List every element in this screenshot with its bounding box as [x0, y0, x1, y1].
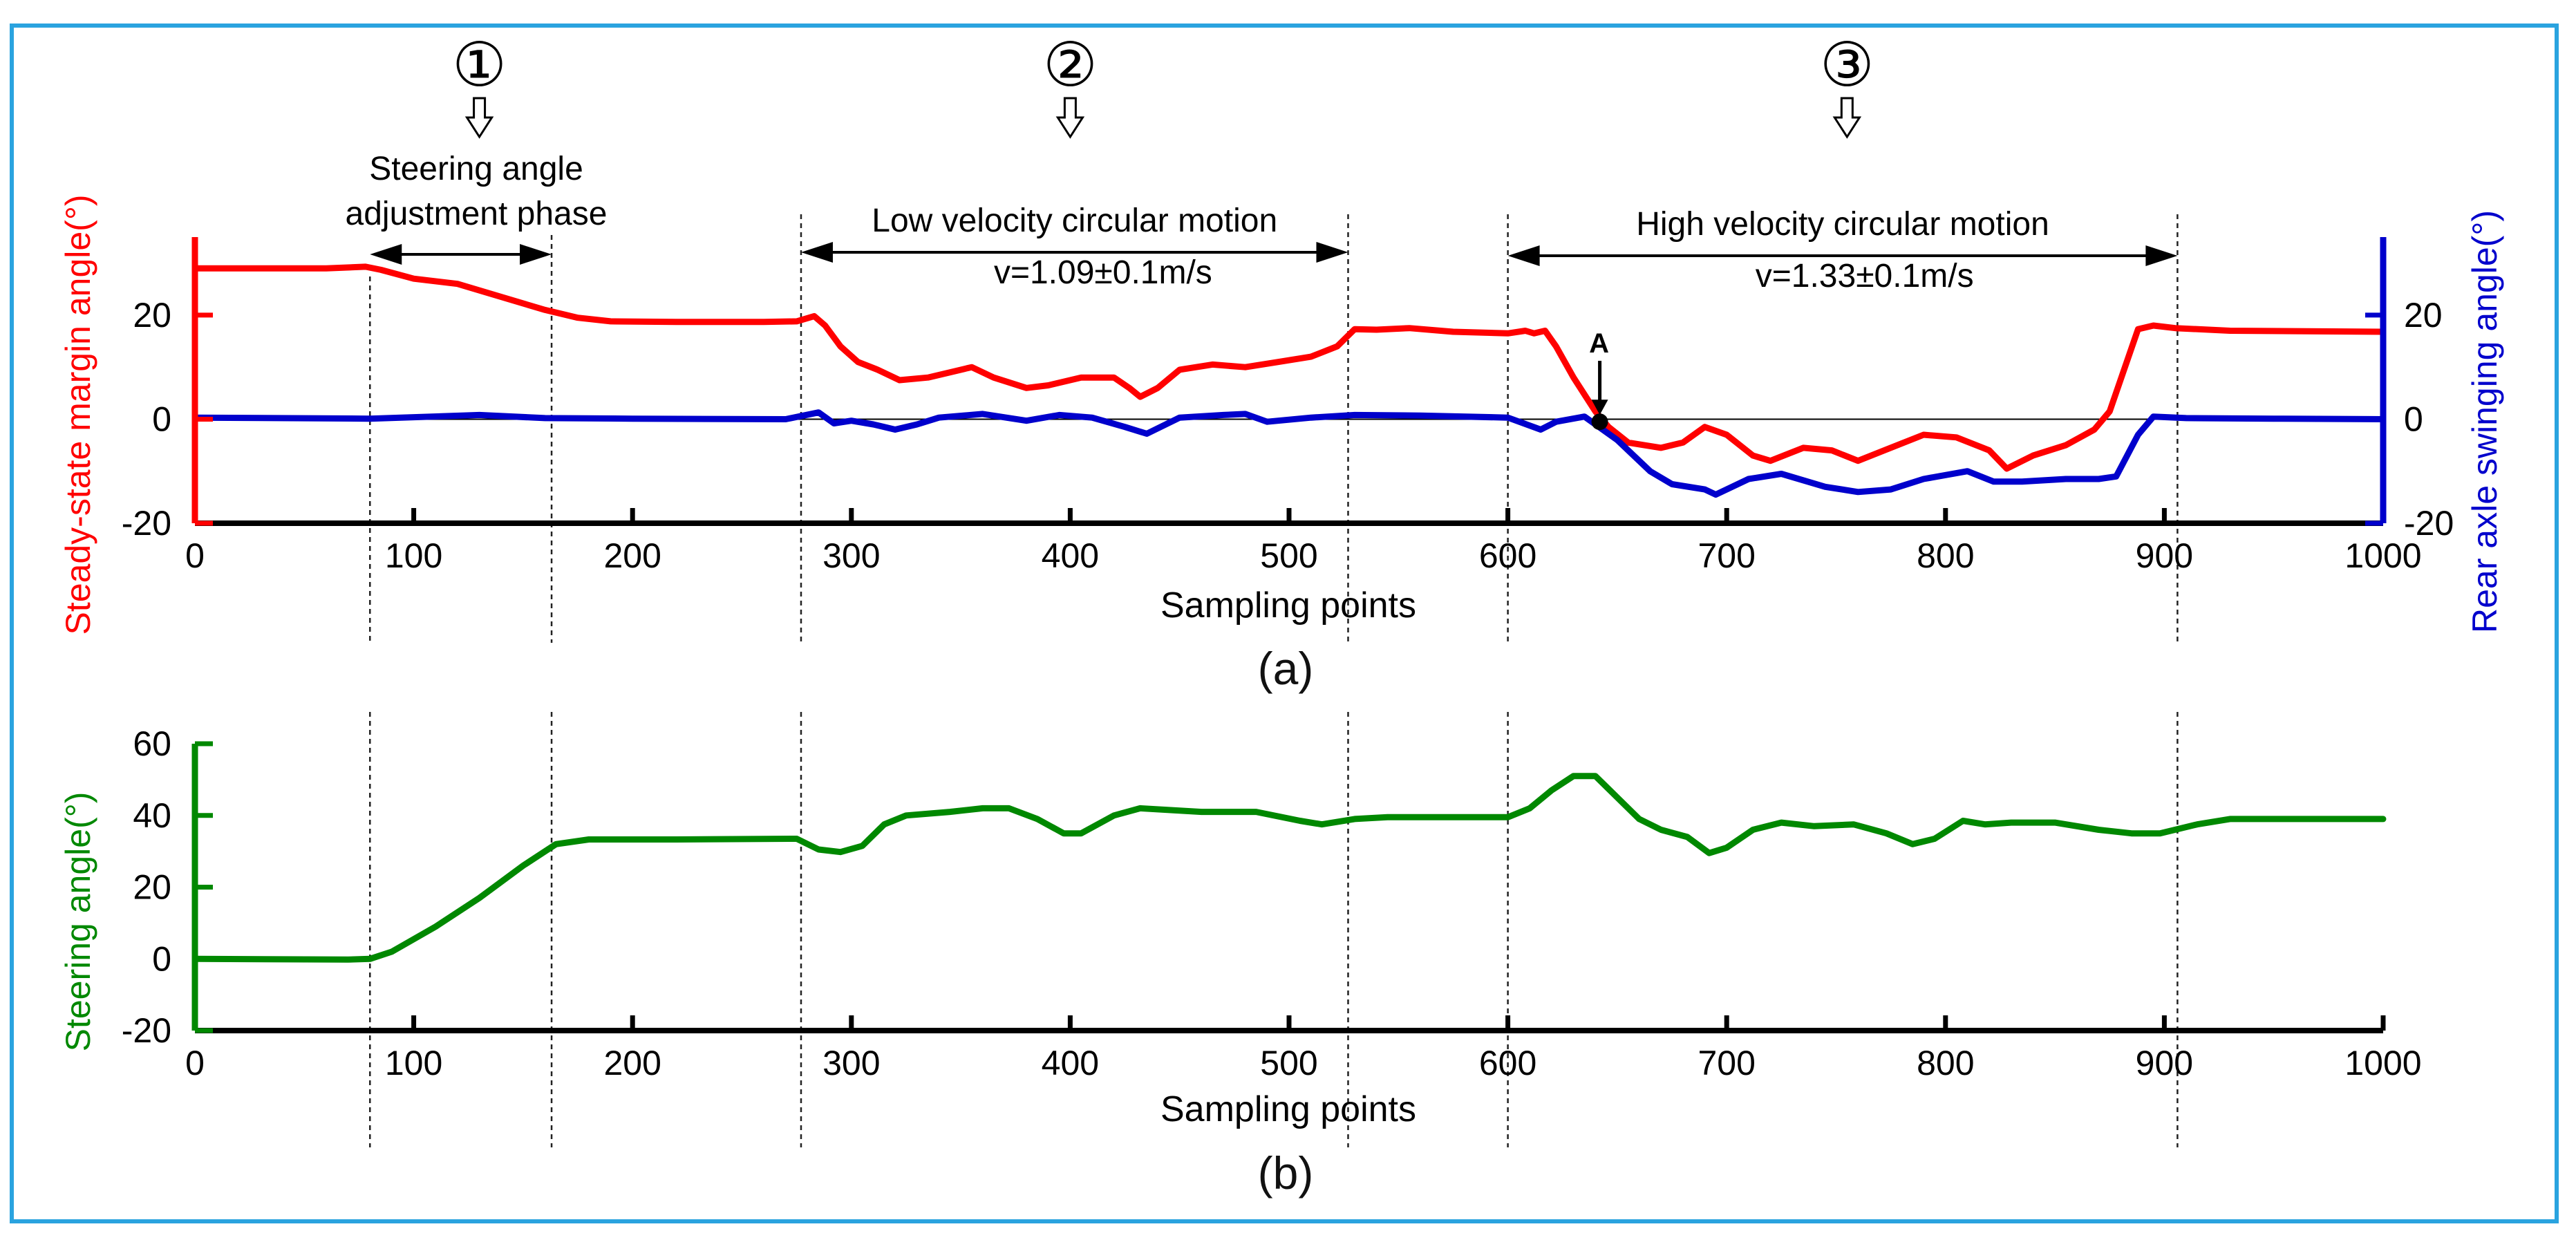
phase-label-line1: Steering angle [369, 151, 583, 187]
left-y-tick-label: 0 [152, 939, 171, 978]
phase-label-line1: Low velocity circular motion [872, 203, 1277, 239]
x-tick-label: 200 [603, 536, 661, 575]
left-y-axis-label: Steady-state margin angle(°) [59, 195, 97, 635]
annotation-arrow-head-icon [1591, 400, 1608, 415]
x-tick-label: 1000 [2344, 536, 2421, 575]
phase-annotations: ① ② ③ Steering angle adjustment phase Low vel… [346, 30, 2178, 431]
x-tick-label: 900 [2136, 1044, 2193, 1082]
phase-label-line2: adjustment phase [346, 196, 608, 232]
right-y-tick-label: 0 [2404, 400, 2423, 438]
steering-angle-line [191, 773, 2387, 963]
panel-a: 0 100 200 300 400 500 600 700 800 900 1000Sampling… [59, 195, 2504, 635]
x-tick-label: 800 [1917, 536, 1974, 575]
left-y-tick-label: 40 [133, 796, 171, 835]
rear-axle-swinging-angle-line [191, 409, 2387, 498]
caption-b: (b) [1258, 1147, 1314, 1199]
x-tick-label: 400 [1042, 536, 1099, 575]
left-y-tick-label: 0 [152, 400, 171, 438]
phase-span-arrow-left-head-icon [800, 242, 833, 263]
x-tick-label: 100 [385, 536, 442, 575]
right-y-tick-label: -20 [2404, 504, 2454, 543]
left-y-axis-label: Steering angle(°) [59, 792, 97, 1052]
x-tick-label: 500 [1260, 1044, 1317, 1082]
phase-label-line1: High velocity circular motion [1636, 206, 2049, 243]
x-axis-label: Sampling points [1160, 585, 1416, 626]
figure-frame [10, 24, 2559, 1223]
phase-down-arrow-icon [464, 97, 494, 139]
steady-state-margin-angle-line [191, 263, 2387, 472]
phase-span-arrow-left-head-icon [1507, 245, 1540, 266]
annotation-label: A [1589, 328, 1609, 359]
x-tick-label: 900 [2136, 536, 2193, 575]
right-y-tick-label: 20 [2404, 296, 2443, 335]
x-tick-label: 300 [822, 536, 880, 575]
x-tick-label: 600 [1479, 1044, 1536, 1082]
x-tick-label: 300 [822, 1044, 880, 1082]
phase-dividers [369, 214, 2179, 1147]
x-tick-label: 600 [1479, 536, 1536, 575]
x-tick-label: 400 [1042, 1044, 1099, 1082]
x-tick-label: 0 [185, 536, 205, 575]
x-tick-label: 0 [185, 1044, 205, 1082]
phase-down-arrow-icon [1055, 97, 1085, 139]
phase-span-arrow-left-head-icon [370, 244, 402, 265]
left-y-tick-label: 20 [133, 296, 171, 335]
phase-number: ① [452, 30, 507, 99]
x-tick-label: 200 [603, 1044, 661, 1082]
left-y-tick-label: -20 [122, 504, 171, 543]
phase-down-arrow-icon [1832, 97, 1862, 139]
left-y-tick-label: 60 [133, 724, 171, 763]
phase-number: ③ [1820, 30, 1874, 99]
annotation-point [1591, 413, 1608, 431]
x-tick-label: 1000 [2344, 1044, 2421, 1082]
phase-span-arrow-right-head-icon [2145, 245, 2178, 266]
caption-a: (a) [1258, 643, 1314, 694]
x-tick-label: 700 [1698, 1044, 1755, 1082]
phase-span-arrow-right-head-icon [520, 244, 552, 265]
x-axis-label: Sampling points [1160, 1089, 1416, 1129]
left-y-tick-label: -20 [122, 1011, 171, 1050]
phase-span-arrow-right-head-icon [1316, 242, 1348, 263]
x-tick-label: 100 [385, 1044, 442, 1082]
phase-number: ② [1043, 30, 1098, 99]
x-tick-label: 700 [1698, 536, 1755, 575]
phase-label-line2: v=1.33±0.1m/s [1756, 258, 1974, 294]
left-y-tick-label: 20 [133, 868, 171, 907]
x-tick-label: 500 [1260, 536, 1317, 575]
phase-label-line2: v=1.09±0.1m/s [994, 254, 1212, 291]
right-y-axis-label: Rear axle swinging angle(°) [2465, 210, 2504, 633]
x-tick-label: 800 [1917, 1044, 1974, 1082]
panel-b: 0 100 200 300 400 500 600 700 800 900 1000Sampling… [59, 724, 2422, 1129]
